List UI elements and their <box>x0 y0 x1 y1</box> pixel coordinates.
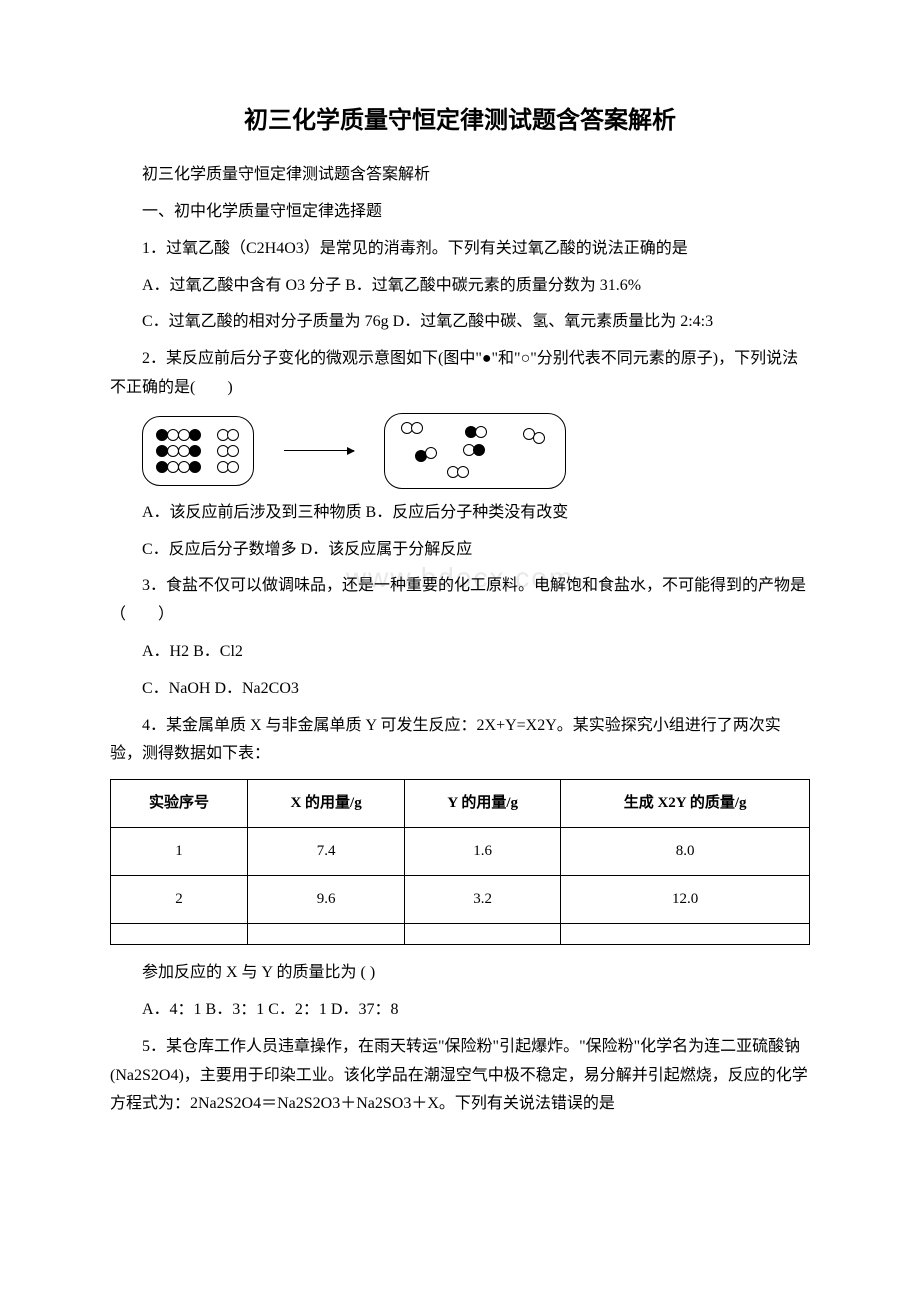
q1-stem: 1．过氧乙酸（C2H4O3）是常见的消毒剂。下列有关过氧乙酸的说法正确的是 <box>110 235 810 264</box>
molecule-pair <box>465 444 485 456</box>
table-cell: 1 <box>111 828 248 876</box>
q2-diagram <box>142 413 810 489</box>
molecule-pair <box>417 450 437 462</box>
atom-empty <box>411 422 423 434</box>
table-cell: 2 <box>111 876 248 924</box>
molecule-pair <box>525 428 545 444</box>
molecule-chain <box>157 461 201 473</box>
atom-empty <box>227 445 239 457</box>
atom-filled <box>189 445 201 457</box>
diagram-row <box>157 445 239 457</box>
table-header: Y 的用量/g <box>405 780 561 828</box>
q4-after: 参加反应的 X 与 Y 的质量比为 ( ) <box>110 959 810 988</box>
atom-empty <box>533 432 545 444</box>
atom-filled <box>189 461 201 473</box>
table-cell: 1.6 <box>405 828 561 876</box>
atom-filled <box>473 444 485 456</box>
table-cell <box>405 924 561 945</box>
product-layout <box>395 420 555 482</box>
molecule-pair <box>467 426 487 438</box>
molecule-pair <box>219 461 239 473</box>
subtitle-line: 初三化学质量守恒定律测试题含答案解析 <box>110 161 810 190</box>
q2-product-box <box>384 413 566 489</box>
table-row: 2 9.6 3.2 12.0 <box>111 876 810 924</box>
section-heading: 一、初中化学质量守恒定律选择题 <box>110 198 810 227</box>
molecule-pair <box>219 445 239 457</box>
q2-option-cd: C．反应后分子数增多 D．该反应属于分解反应 <box>110 536 810 565</box>
q2-reactant-box <box>142 416 254 486</box>
atom-empty <box>425 447 437 459</box>
document-title: 初三化学质量守恒定律测试题含答案解析 <box>110 100 810 143</box>
atom-empty <box>227 429 239 441</box>
q3-option-ab: A．H2 B．Cl2 <box>110 638 810 667</box>
atom-empty <box>227 461 239 473</box>
table-header: X 的用量/g <box>248 780 405 828</box>
watermark-region: www.bdocx.com C．反应后分子数增多 D．该反应属于分解反应 3．食… <box>110 536 810 630</box>
table-cell: 8.0 <box>561 828 810 876</box>
table-cell: 9.6 <box>248 876 405 924</box>
diagram-row <box>157 461 239 473</box>
molecule-chain <box>157 445 201 457</box>
q4-data-table: 实验序号 X 的用量/g Y 的用量/g 生成 X2Y 的质量/g 1 7.4 … <box>110 779 810 945</box>
table-header: 实验序号 <box>111 780 248 828</box>
q1-option-cd: C．过氧乙酸的相对分子质量为 76g D．过氧乙酸中碳、氢、氧元素质量比为 2:… <box>110 308 810 337</box>
table-row <box>111 924 810 945</box>
q3-stem: 3．食盐不仅可以做调味品，还是一种重要的化工原料。电解饱和食盐水，不可能得到的产… <box>110 572 810 630</box>
molecule-pair <box>449 466 469 478</box>
reaction-arrow-icon <box>284 450 354 451</box>
atom-filled <box>189 429 201 441</box>
table-cell: 3.2 <box>405 876 561 924</box>
table-row: 1 7.4 1.6 8.0 <box>111 828 810 876</box>
table-cell: 7.4 <box>248 828 405 876</box>
table-cell <box>111 924 248 945</box>
q1-option-ab: A．过氧乙酸中含有 O3 分子 B．过氧乙酸中碳元素的质量分数为 31.6% <box>110 272 810 301</box>
q4-options: A．4：1 B．3：1 C．2：1 D．37：8 <box>110 996 810 1025</box>
q3-option-cd: C．NaOH D．Na2CO3 <box>110 675 810 704</box>
table-header-row: 实验序号 X 的用量/g Y 的用量/g 生成 X2Y 的质量/g <box>111 780 810 828</box>
table-cell: 12.0 <box>561 876 810 924</box>
table-cell <box>561 924 810 945</box>
q2-stem: 2．某反应前后分子变化的微观示意图如下(图中"●"和"○"分别代表不同元素的原子… <box>110 345 810 403</box>
q2-option-ab: A．该反应前后涉及到三种物质 B．反应后分子种类没有改变 <box>110 499 810 528</box>
table-header: 生成 X2Y 的质量/g <box>561 780 810 828</box>
q5-stem: 5．某仓库工作人员违章操作，在雨天转运"保险粉"引起爆炸。"保险粉"化学名为连二… <box>110 1033 810 1119</box>
molecule-chain <box>157 429 201 441</box>
table-cell <box>248 924 405 945</box>
molecule-pair <box>403 422 423 434</box>
molecule-pair <box>219 429 239 441</box>
q4-stem: 4．某金属单质 X 与非金属单质 Y 可发生反应：2X+Y=X2Y。某实验探究小… <box>110 712 810 770</box>
atom-empty <box>475 426 487 438</box>
atom-empty <box>457 466 469 478</box>
diagram-row <box>157 429 239 441</box>
